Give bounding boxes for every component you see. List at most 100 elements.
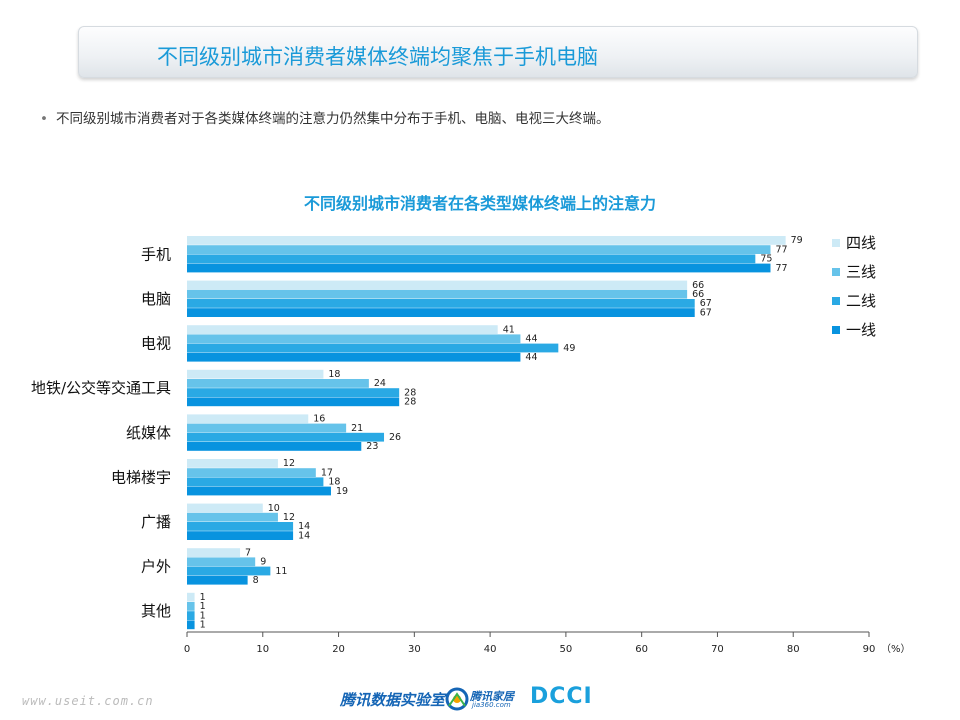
bar-8-1 [187, 602, 195, 611]
bar-5-3 [187, 486, 331, 496]
legend-label-0: 四线 [846, 234, 876, 252]
bar-5-0 [187, 459, 278, 468]
bar-3-2 [187, 388, 400, 397]
title-banner: 不同级别城市消费者媒体终端均聚焦于手机电脑 [78, 26, 918, 78]
bar-2-2 [187, 343, 559, 353]
bar-0-1 [187, 245, 771, 254]
data-label-2-3: 44 [525, 352, 537, 363]
x-tick-label-0: 0 [184, 644, 190, 655]
category-label-0: 手机 [141, 245, 171, 263]
bar-6-0 [187, 503, 263, 513]
bar-1-3 [187, 308, 695, 317]
legend-swatch-2 [832, 297, 840, 305]
data-label-8-0: 1 [200, 592, 206, 603]
x-tick-label-2: 20 [332, 644, 345, 655]
data-label-6-1: 12 [283, 512, 295, 523]
legend-label-3: 一线 [846, 321, 876, 339]
bar-3-0 [187, 369, 324, 379]
bar-7-0 [187, 548, 241, 557]
watermark-text: www.useit.com.cn [22, 694, 154, 708]
data-label-7-3: 8 [253, 575, 259, 586]
data-label-4-2: 26 [389, 432, 401, 443]
brand-tencent-data-lab: 腾讯数据实验室 [340, 691, 446, 709]
data-label-7-1: 9 [260, 557, 266, 568]
bullet-dot-icon: • [40, 111, 48, 127]
x-tick-label-1: 10 [256, 644, 269, 655]
data-label-0-0: 79 [791, 235, 803, 246]
brand2-sub-label: jia360.com [472, 701, 511, 709]
data-label-0-1: 77 [775, 244, 787, 255]
bar-1-0 [187, 280, 688, 290]
bar-0-0 [187, 236, 786, 245]
bar-2-1 [187, 334, 521, 344]
data-label-3-2: 28 [404, 387, 416, 398]
category-label-4: 纸媒体 [126, 424, 171, 442]
x-tick-label-4: 40 [484, 644, 497, 655]
data-label-6-3: 14 [298, 530, 310, 541]
bullet-text: 不同级别城市消费者对于各类媒体终端的注意力仍然集中分布于手机、电脑、电视三大终端… [56, 111, 610, 127]
bar-8-3 [187, 620, 195, 630]
bar-4-1 [187, 423, 347, 433]
data-label-1-1: 66 [692, 289, 704, 300]
bar-7-2 [187, 566, 271, 576]
category-label-5: 电梯楼宇 [111, 468, 171, 486]
legend-label-1: 三线 [846, 263, 876, 281]
data-label-2-2: 49 [563, 343, 575, 354]
bar-chart: 79777577手机66666767电脑41444944电视18242828地铁… [31, 234, 911, 655]
data-label-7-0: 7 [245, 547, 251, 558]
bar-2-0 [187, 325, 498, 334]
data-label-0-3: 77 [775, 263, 787, 274]
x-unit-label: （%） [881, 643, 911, 655]
data-label-6-0: 10 [268, 503, 280, 514]
x-tick-label-6: 60 [635, 644, 648, 655]
bar-3-3 [187, 397, 400, 407]
data-label-3-0: 18 [328, 369, 340, 380]
chart-title: 不同级别城市消费者在各类型媒体终端上的注意力 [303, 194, 656, 213]
legend-swatch-3 [832, 326, 840, 334]
data-label-4-3: 23 [366, 441, 378, 452]
data-label-5-0: 12 [283, 458, 295, 469]
category-label-8: 其他 [141, 602, 171, 620]
category-label-7: 户外 [141, 558, 171, 576]
bar-4-3 [187, 442, 362, 451]
bar-0-3 [187, 263, 771, 273]
data-label-5-2: 18 [328, 477, 340, 488]
category-label-3: 地铁/公交等交通工具 [31, 379, 171, 397]
tencent-home-icon [445, 687, 469, 711]
data-label-3-3: 28 [404, 397, 416, 408]
bar-7-1 [187, 557, 256, 567]
data-label-5-3: 19 [336, 486, 348, 497]
brand2-label: 腾讯家居 [470, 690, 514, 703]
x-tick-label-9: 90 [863, 644, 876, 655]
category-label-2: 电视 [141, 335, 171, 353]
page-title: 不同级别城市消费者媒体终端均聚焦于手机电脑 [157, 45, 598, 69]
x-tick-label-7: 70 [711, 644, 724, 655]
data-label-2-1: 44 [525, 334, 537, 345]
brand-tencent-home-logo: 腾讯家居 jia360.com [444, 686, 526, 712]
data-label-4-0: 16 [313, 414, 325, 425]
data-label-0-2: 75 [760, 254, 772, 265]
category-label-1: 电脑 [141, 290, 171, 308]
bar-1-2 [187, 299, 695, 308]
bar-4-0 [187, 414, 309, 424]
bar-2-3 [187, 352, 521, 362]
bar-8-2 [187, 611, 195, 620]
data-label-4-1: 21 [351, 423, 363, 434]
x-tick-label-5: 50 [560, 644, 573, 655]
bar-8-0 [187, 592, 195, 602]
bar-6-1 [187, 512, 278, 522]
data-label-8-2: 1 [200, 610, 206, 621]
data-label-7-2: 11 [275, 566, 287, 577]
data-label-8-3: 1 [200, 620, 206, 631]
bullet-point: • 不同级别城市消费者对于各类媒体终端的注意力仍然集中分布于手机、电脑、电视三大终… [40, 107, 610, 127]
legend-label-2: 二线 [846, 292, 876, 310]
data-label-1-2: 67 [700, 298, 712, 309]
bar-4-2 [187, 432, 385, 442]
x-tick-label-3: 30 [408, 644, 421, 655]
bar-0-2 [187, 254, 756, 264]
bar-6-3 [187, 531, 294, 540]
category-label-6: 广播 [141, 513, 171, 531]
bar-1-1 [187, 289, 688, 299]
brand-dcci-logo: DCCI [530, 684, 593, 709]
data-label-3-1: 24 [374, 378, 386, 389]
